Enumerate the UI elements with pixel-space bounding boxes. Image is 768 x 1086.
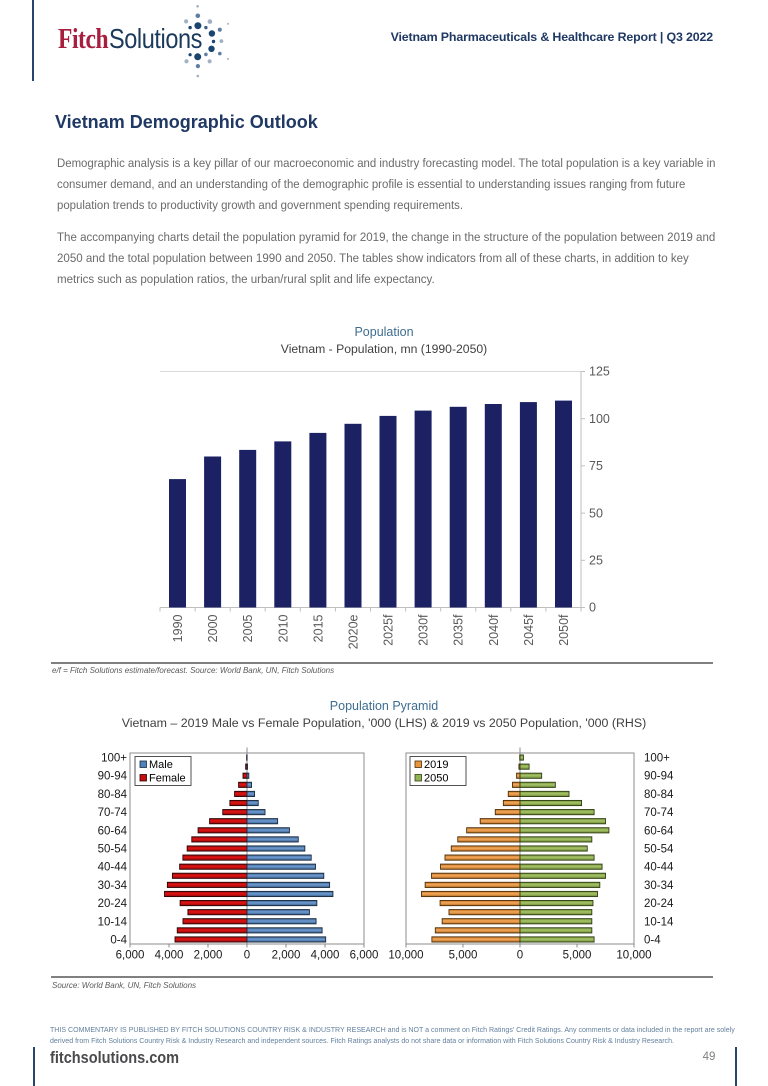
svg-text:2,000: 2,000	[194, 950, 223, 962]
svg-text:100: 100	[589, 412, 610, 426]
svg-text:100+: 100+	[101, 753, 127, 765]
svg-text:2,000: 2,000	[272, 950, 301, 962]
svg-text:5,000: 5,000	[449, 950, 478, 962]
svg-text:100+: 100+	[644, 753, 670, 765]
svg-text:1990: 1990	[171, 614, 185, 642]
svg-text:30-34: 30-34	[98, 880, 128, 892]
svg-text:60-64: 60-64	[98, 825, 128, 837]
svg-text:20-24: 20-24	[644, 898, 674, 910]
svg-text:2000: 2000	[206, 614, 220, 642]
svg-text:2020e: 2020e	[347, 614, 361, 649]
svg-text:2050f: 2050f	[557, 614, 571, 646]
svg-text:20-24: 20-24	[98, 898, 128, 910]
svg-text:5,000: 5,000	[563, 950, 592, 962]
svg-text:Male: Male	[149, 759, 173, 771]
svg-text:2005: 2005	[241, 614, 255, 642]
svg-text:2035f: 2035f	[452, 614, 466, 646]
svg-text:75: 75	[589, 459, 603, 473]
svg-text:80-84: 80-84	[644, 789, 674, 801]
svg-text:2030f: 2030f	[417, 614, 431, 646]
svg-text:6,000: 6,000	[116, 950, 145, 962]
svg-text:2010: 2010	[276, 614, 290, 642]
svg-text:Female: Female	[149, 773, 186, 785]
svg-text:70-74: 70-74	[644, 807, 674, 819]
svg-text:0: 0	[244, 950, 250, 962]
svg-text:4,000: 4,000	[155, 950, 184, 962]
svg-text:0: 0	[517, 950, 523, 962]
svg-text:2019: 2019	[424, 759, 448, 771]
svg-text:2015: 2015	[311, 614, 325, 642]
svg-text:10,000: 10,000	[616, 950, 651, 962]
svg-text:6,000: 6,000	[350, 950, 379, 962]
svg-text:50: 50	[589, 506, 603, 520]
svg-text:80-84: 80-84	[98, 789, 128, 801]
svg-text:60-64: 60-64	[644, 825, 674, 837]
svg-text:0-4: 0-4	[110, 935, 127, 947]
svg-text:50-54: 50-54	[98, 844, 128, 856]
svg-text:2050: 2050	[424, 773, 448, 785]
svg-text:10-14: 10-14	[644, 916, 674, 928]
svg-text:2025f: 2025f	[382, 614, 396, 646]
svg-text:30-34: 30-34	[644, 880, 674, 892]
svg-text:0-4: 0-4	[644, 935, 661, 947]
svg-text:10-14: 10-14	[98, 916, 128, 928]
svg-text:4,000: 4,000	[311, 950, 340, 962]
svg-text:70-74: 70-74	[98, 807, 128, 819]
svg-text:25: 25	[589, 554, 603, 568]
svg-text:0: 0	[589, 601, 596, 615]
svg-text:2045f: 2045f	[522, 614, 536, 646]
svg-text:125: 125	[589, 365, 610, 379]
svg-text:90-94: 90-94	[98, 771, 128, 783]
svg-text:40-44: 40-44	[644, 862, 674, 874]
svg-text:50-54: 50-54	[644, 844, 674, 856]
svg-text:40-44: 40-44	[98, 862, 128, 874]
svg-text:10,000: 10,000	[388, 950, 423, 962]
svg-text:2040f: 2040f	[487, 614, 501, 646]
svg-text:90-94: 90-94	[644, 771, 674, 783]
